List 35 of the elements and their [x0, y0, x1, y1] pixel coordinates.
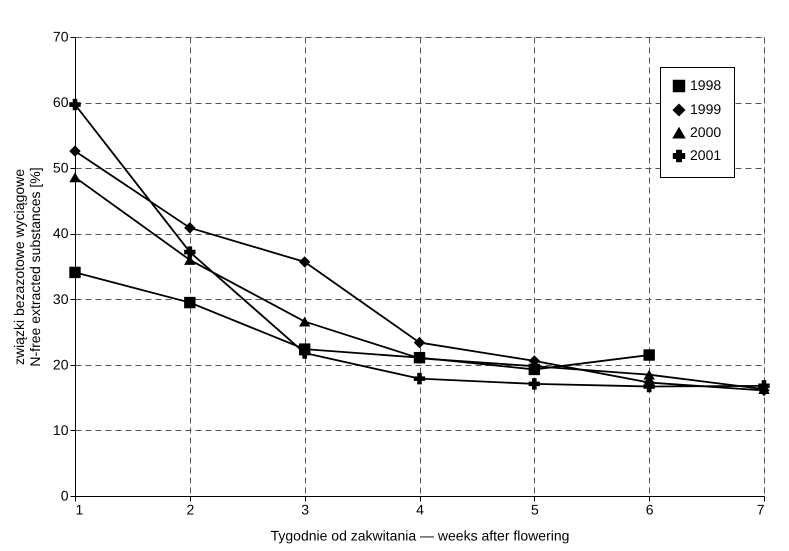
x-tick-label: 1	[76, 502, 84, 518]
point	[414, 372, 426, 384]
y-axis-title: związki bezazotowe wyciągowe N-free extracted substances [%]	[10, 167, 43, 367]
x-tick-label: 6	[646, 502, 654, 518]
y-tick-label: 10	[52, 422, 69, 438]
point	[414, 336, 426, 348]
point	[643, 370, 655, 380]
legend-label: 1998	[690, 77, 722, 93]
point	[184, 246, 196, 258]
point	[69, 172, 81, 182]
point	[184, 222, 196, 234]
x-tick-label: 2	[186, 502, 194, 518]
x-tick-label: 7	[756, 502, 765, 518]
point	[298, 256, 310, 268]
point	[69, 145, 81, 157]
y-tick-label: 50	[52, 160, 69, 176]
y-tick-label: 30	[52, 290, 69, 307]
y-tick-label: 0	[60, 488, 69, 504]
point	[184, 296, 196, 308]
legend-label: 2001	[690, 147, 722, 163]
point	[643, 349, 655, 361]
point	[69, 98, 81, 110]
x-tick-label: 4	[416, 502, 424, 518]
point	[528, 378, 540, 390]
legend-label: 2000	[690, 124, 722, 140]
legend-label: 1999	[690, 101, 722, 117]
y-tick-label: 40	[52, 225, 69, 242]
x-tick-label: 5	[530, 502, 539, 518]
x-axis-title: Tygodnie od zakwitania — weeks after flowering	[270, 528, 570, 544]
x-tick-label: 3	[301, 502, 310, 518]
point	[69, 266, 81, 278]
point	[298, 316, 310, 327]
y-tick-label: 70	[52, 28, 69, 44]
y-tick-label: 20	[52, 356, 69, 372]
y-tick-label: 60	[52, 94, 69, 110]
